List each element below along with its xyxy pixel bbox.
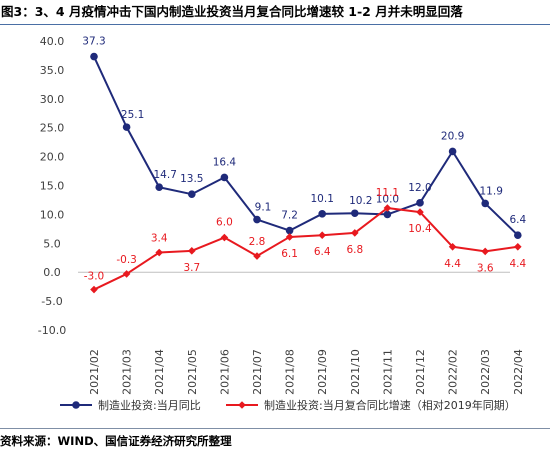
chart-title: 图3：3、4 月疫情冲击下国内制造业投资当月复合同比增速较 1-2 月并未明显回… [1, 4, 463, 19]
data-point [514, 242, 522, 251]
data-point [481, 247, 489, 256]
y-tick-label: 35.0 [40, 64, 65, 77]
data-label: 13.5 [180, 173, 203, 185]
chart-legend: 制造业投资:当月同比 制造业投资:当月复合同比增速（相对2019年同期） [60, 398, 516, 412]
data-point [383, 210, 392, 219]
series-line-cagr [93, 207, 518, 291]
x-tick-label: 2022/03 [479, 349, 492, 395]
data-label: 20.9 [441, 130, 464, 142]
legend-marker [72, 401, 80, 409]
data-label: 6.4 [314, 246, 331, 258]
legend-marker [238, 401, 246, 409]
data-label: 11.9 [480, 185, 503, 197]
data-point [90, 285, 98, 294]
data-label: 3.6 [477, 262, 494, 274]
data-label: 4.4 [444, 258, 461, 270]
data-point [285, 233, 294, 241]
data-label: 6.8 [346, 244, 363, 256]
data-point [514, 231, 522, 240]
x-tick-label: 2021/06 [218, 349, 231, 395]
legend-label: 制造业投资:当月复合同比增速（相对2019年同期） [264, 398, 516, 412]
y-tick-label: -5.0 [41, 295, 62, 308]
chart-series [90, 52, 522, 294]
data-point [448, 147, 457, 156]
y-tick-label: 10.0 [40, 208, 65, 221]
x-tick-label: 2021/12 [414, 349, 427, 395]
data-point [220, 233, 229, 242]
data-label: 37.3 [82, 36, 105, 48]
y-tick-label: 15.0 [40, 180, 65, 193]
data-label: 25.1 [121, 109, 144, 121]
data-point [155, 183, 163, 192]
data-label: 4.4 [509, 258, 526, 270]
x-tick-label: 2022/02 [447, 349, 460, 395]
data-point [220, 173, 229, 182]
data-label: 12.0 [408, 182, 431, 194]
data-point [253, 215, 261, 224]
data-point [318, 231, 326, 240]
data-point [253, 252, 261, 260]
data-label: 7.2 [281, 210, 298, 222]
data-point [285, 226, 294, 235]
data-label: 3.7 [183, 262, 200, 274]
chart-data-labels: 37.3 25.1 14.7 13.5 16.4 9.1 7.2 10.1 10.2 10.0 12… [82, 36, 526, 283]
data-point [188, 247, 196, 255]
data-label: 6.1 [281, 248, 298, 260]
y-tick-label: 30.0 [40, 93, 65, 106]
data-point [318, 210, 327, 218]
x-tick-label: 2021/10 [349, 349, 362, 395]
data-point [122, 270, 131, 278]
x-tick-label: 2021/11 [381, 349, 394, 395]
data-label: 6.0 [216, 217, 233, 229]
y-tick-label: 20.0 [40, 151, 65, 164]
data-label: 11.1 [376, 187, 399, 199]
x-tick-label: 2021/07 [251, 349, 264, 395]
data-point [188, 190, 196, 198]
y-tick-label: -10.0 [38, 324, 66, 337]
data-point [416, 208, 424, 216]
data-label: 10.4 [408, 223, 432, 235]
y-tick-label: 5.0 [43, 237, 61, 250]
data-label: 10.0 [376, 193, 399, 205]
data-point [351, 209, 359, 218]
y-tick-label: 25.0 [40, 122, 65, 135]
data-point [155, 248, 163, 257]
source-note: 资料来源：WIND、国信证券经济研究所整理 [0, 434, 232, 448]
data-label: 14.7 [154, 169, 177, 181]
data-point [90, 52, 98, 61]
data-label: 6.4 [509, 214, 526, 226]
data-point [351, 229, 359, 237]
title-divider [0, 24, 550, 25]
data-label: 9.1 [255, 202, 272, 214]
data-label: 10.2 [349, 195, 372, 207]
data-label: -0.3 [116, 254, 137, 266]
data-point [383, 204, 392, 212]
x-tick-label: 2021/02 [88, 349, 101, 395]
x-tick-label: 2022/04 [512, 349, 525, 395]
y-tick-label: 40.0 [40, 35, 65, 48]
x-tick-label: 2021/05 [186, 349, 199, 395]
chart-axes: 40.0 35.0 30.0 25.0 20.0 15.0 10.0 5.0 0.0 -5.0 -1… [38, 35, 525, 395]
data-label: -3.0 [84, 271, 105, 283]
footer-divider [0, 428, 550, 429]
x-tick-label: 2021/08 [284, 349, 297, 395]
line-chart: 40.0 35.0 30.0 25.0 20.0 15.0 10.0 5.0 0.0 -5.0 -1… [38, 35, 527, 412]
data-label: 10.1 [311, 193, 334, 205]
legend-label: 制造业投资:当月同比 [98, 398, 201, 412]
data-point [481, 199, 490, 208]
data-point [122, 123, 131, 131]
series-line-yoy [93, 56, 519, 236]
data-label: 16.4 [213, 156, 237, 168]
data-label: 3.4 [151, 233, 168, 245]
data-point [448, 242, 457, 251]
x-tick-label: 2021/04 [153, 349, 166, 395]
x-tick-label: 2021/03 [121, 349, 134, 395]
data-point [416, 199, 424, 207]
data-label: 2.8 [249, 236, 266, 248]
x-tick-label: 2021/09 [316, 349, 329, 395]
y-tick-label: 0.0 [43, 266, 61, 279]
